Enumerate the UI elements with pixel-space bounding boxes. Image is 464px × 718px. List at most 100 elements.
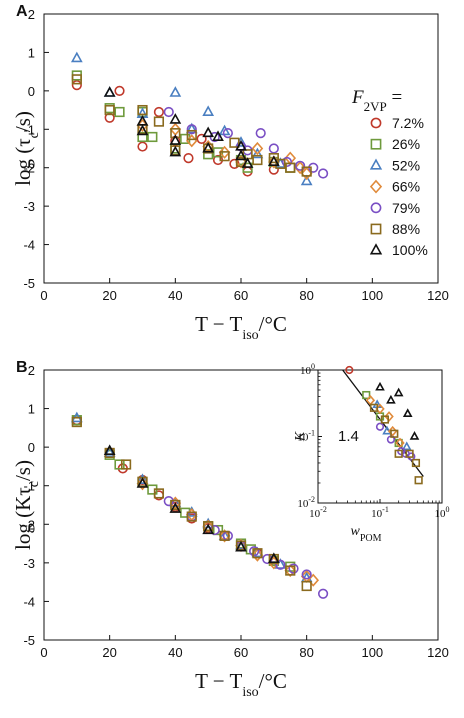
data-point xyxy=(251,548,264,562)
data-point xyxy=(136,477,149,488)
data-point xyxy=(136,124,149,136)
data-point xyxy=(317,588,329,599)
data-point xyxy=(114,106,125,118)
data-point xyxy=(137,131,148,143)
legend-marker xyxy=(370,223,382,235)
inset-data-point xyxy=(375,381,385,391)
legend-label: 100% xyxy=(392,242,428,258)
y-tick-label: 0 xyxy=(28,440,35,455)
y-tick-label: -1 xyxy=(23,122,35,137)
y-tick-label: -3 xyxy=(23,199,35,214)
x-axis-label: T − Tiso/°C xyxy=(195,669,287,700)
y-tick-label: 1 xyxy=(28,402,35,417)
data-point xyxy=(71,79,82,91)
data-point xyxy=(235,538,247,550)
panel-label: B xyxy=(16,359,28,376)
series-7.2% xyxy=(71,415,279,567)
inset-data-point xyxy=(386,394,396,404)
inset-y-tick-label: 10-2 xyxy=(297,495,315,510)
data-point xyxy=(288,563,299,574)
x-tick-label: 0 xyxy=(40,645,47,660)
data-point xyxy=(137,141,148,152)
inset-data-point xyxy=(394,449,403,458)
data-point xyxy=(307,573,320,587)
data-point xyxy=(169,134,182,145)
data-point xyxy=(136,115,149,126)
data-point xyxy=(169,113,182,124)
inset-x-tick-label: 10-1 xyxy=(371,505,389,520)
data-point xyxy=(300,166,313,181)
y-tick-label: 1 xyxy=(28,45,35,60)
data-point xyxy=(71,416,82,428)
data-point xyxy=(153,116,165,127)
inset-data-point xyxy=(395,437,405,449)
data-point xyxy=(137,104,148,116)
data-point xyxy=(285,162,296,173)
data-point xyxy=(268,153,279,164)
inset-data-point xyxy=(409,431,420,440)
data-point xyxy=(255,128,266,139)
series-88% xyxy=(71,416,312,592)
data-point xyxy=(169,86,182,97)
y-axis-label: log (τc/s) xyxy=(11,111,42,186)
data-point xyxy=(251,141,264,156)
data-point xyxy=(71,74,82,85)
series-26% xyxy=(71,415,296,572)
legend-marker xyxy=(369,179,383,194)
legend-marker xyxy=(369,243,383,255)
legend: F2VP =7.2% 26% 52% 66% 79% 88% 100% xyxy=(351,87,428,258)
legend-entry: 88% xyxy=(370,221,420,237)
legend-entry: 79% xyxy=(370,200,420,216)
legend-marker xyxy=(370,202,382,214)
panel-b-inset: 10-2 10-1 100 100 10-1 10-2 1.4 wPOM K xyxy=(293,362,450,544)
data-point xyxy=(147,131,158,143)
legend-label: 88% xyxy=(392,221,420,237)
data-point xyxy=(222,128,233,139)
legend-marker xyxy=(370,138,382,150)
y-axis-label: log (Kτc/s) xyxy=(11,460,42,550)
data-point xyxy=(203,521,214,532)
y-tick-label: -2 xyxy=(23,517,35,532)
data-point xyxy=(153,106,165,118)
x-tick-label: 40 xyxy=(168,645,182,660)
inset-series-88% xyxy=(369,403,423,485)
data-point xyxy=(249,546,260,557)
inset-x-axis-label: wPOM xyxy=(350,524,381,544)
inset-data-point xyxy=(375,422,385,431)
data-point xyxy=(183,153,194,164)
x-tick-label: 120 xyxy=(427,288,449,303)
y-tick-label: -3 xyxy=(23,556,35,571)
series-100% xyxy=(103,86,280,168)
y-tick-label: 2 xyxy=(28,7,35,22)
data-point xyxy=(202,126,215,138)
legend-label: 66% xyxy=(392,179,420,195)
inset-data-point xyxy=(405,449,414,458)
series-88% xyxy=(71,74,312,177)
legend-marker xyxy=(370,117,382,129)
data-point xyxy=(202,105,215,117)
data-point xyxy=(186,124,197,135)
data-point xyxy=(202,519,214,533)
data-point xyxy=(284,563,297,578)
y-tick-label: -5 xyxy=(23,276,35,291)
data-point xyxy=(169,502,182,513)
inset-x-tick-label: 10-2 xyxy=(309,505,327,520)
data-point xyxy=(218,145,231,159)
data-point xyxy=(186,129,197,141)
inset-data-point xyxy=(369,403,379,412)
data-point xyxy=(252,154,263,166)
inset-data-point xyxy=(345,365,354,375)
inset-x-tick-label: 100 xyxy=(435,505,450,520)
data-point xyxy=(267,155,280,166)
data-point xyxy=(103,446,116,457)
data-point xyxy=(219,151,230,162)
inset-data-point xyxy=(362,390,371,400)
data-point xyxy=(114,85,125,96)
x-tick-label: 40 xyxy=(168,288,182,303)
data-point xyxy=(285,565,296,576)
data-point xyxy=(153,488,165,499)
data-point xyxy=(185,134,198,148)
inset-data-point xyxy=(393,387,404,397)
legend-label: 26% xyxy=(392,136,420,152)
data-point xyxy=(251,147,264,159)
